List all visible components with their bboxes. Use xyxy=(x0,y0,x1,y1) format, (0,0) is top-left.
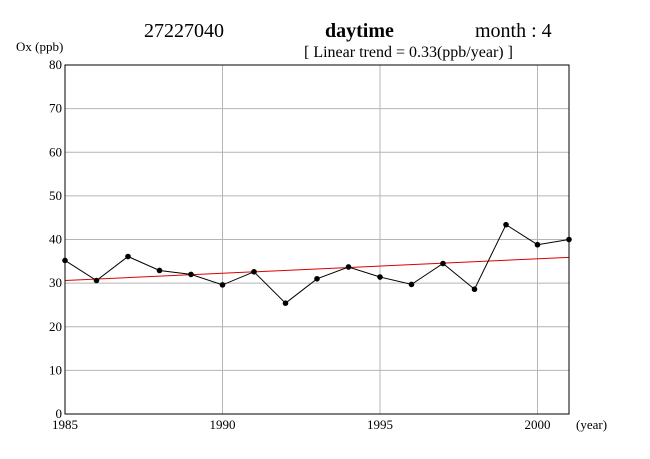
data-point xyxy=(156,267,163,274)
data-point xyxy=(188,271,194,278)
data-point xyxy=(125,253,131,260)
y-tick-label: 20 xyxy=(49,319,62,334)
period-label: daytime xyxy=(325,20,394,42)
month-label: month : 4 xyxy=(475,20,552,42)
x-tick-label: 1995 xyxy=(367,417,393,432)
y-tick-label: 0 xyxy=(56,406,63,421)
series-group xyxy=(62,221,572,306)
tick-labels: 0 10 20 30 40 50 60 70 80 1985 1990 1995 2000 xyxy=(49,57,551,432)
data-point xyxy=(440,260,446,267)
data-point xyxy=(408,281,415,288)
x-tick-label: 1985 xyxy=(52,417,78,432)
y-tick-label: 10 xyxy=(49,362,62,377)
y-tick-label: 70 xyxy=(49,101,62,116)
trend-label: [ Linear trend = 0.33(ppb/year) ] xyxy=(304,44,513,61)
trend-group xyxy=(64,256,570,282)
y-tick-label: 60 xyxy=(49,144,62,159)
y-tick-label: 50 xyxy=(49,188,62,203)
series-line xyxy=(64,223,570,304)
data-point xyxy=(534,241,541,248)
x-axis-label: (year) xyxy=(576,417,607,432)
y-tick-label: 80 xyxy=(49,57,62,72)
data-point xyxy=(314,275,320,282)
x-tick-label: 2000 xyxy=(525,417,551,432)
grid xyxy=(65,65,569,414)
data-point xyxy=(282,300,289,306)
y-tick-label: 30 xyxy=(49,275,62,290)
data-point xyxy=(471,286,478,293)
data-point xyxy=(251,268,257,275)
station-id: 27227040 xyxy=(144,20,224,42)
data-point xyxy=(503,221,509,228)
y-tick-label: 40 xyxy=(49,232,62,247)
data-point xyxy=(377,274,383,280)
data-point xyxy=(345,264,352,270)
x-tick-label: 1990 xyxy=(210,417,236,432)
data-point xyxy=(93,277,100,284)
plot-frame xyxy=(64,64,570,415)
trend-line xyxy=(64,256,570,282)
data-point xyxy=(219,282,226,288)
y-axis-label: Ox (ppb) xyxy=(16,39,63,54)
